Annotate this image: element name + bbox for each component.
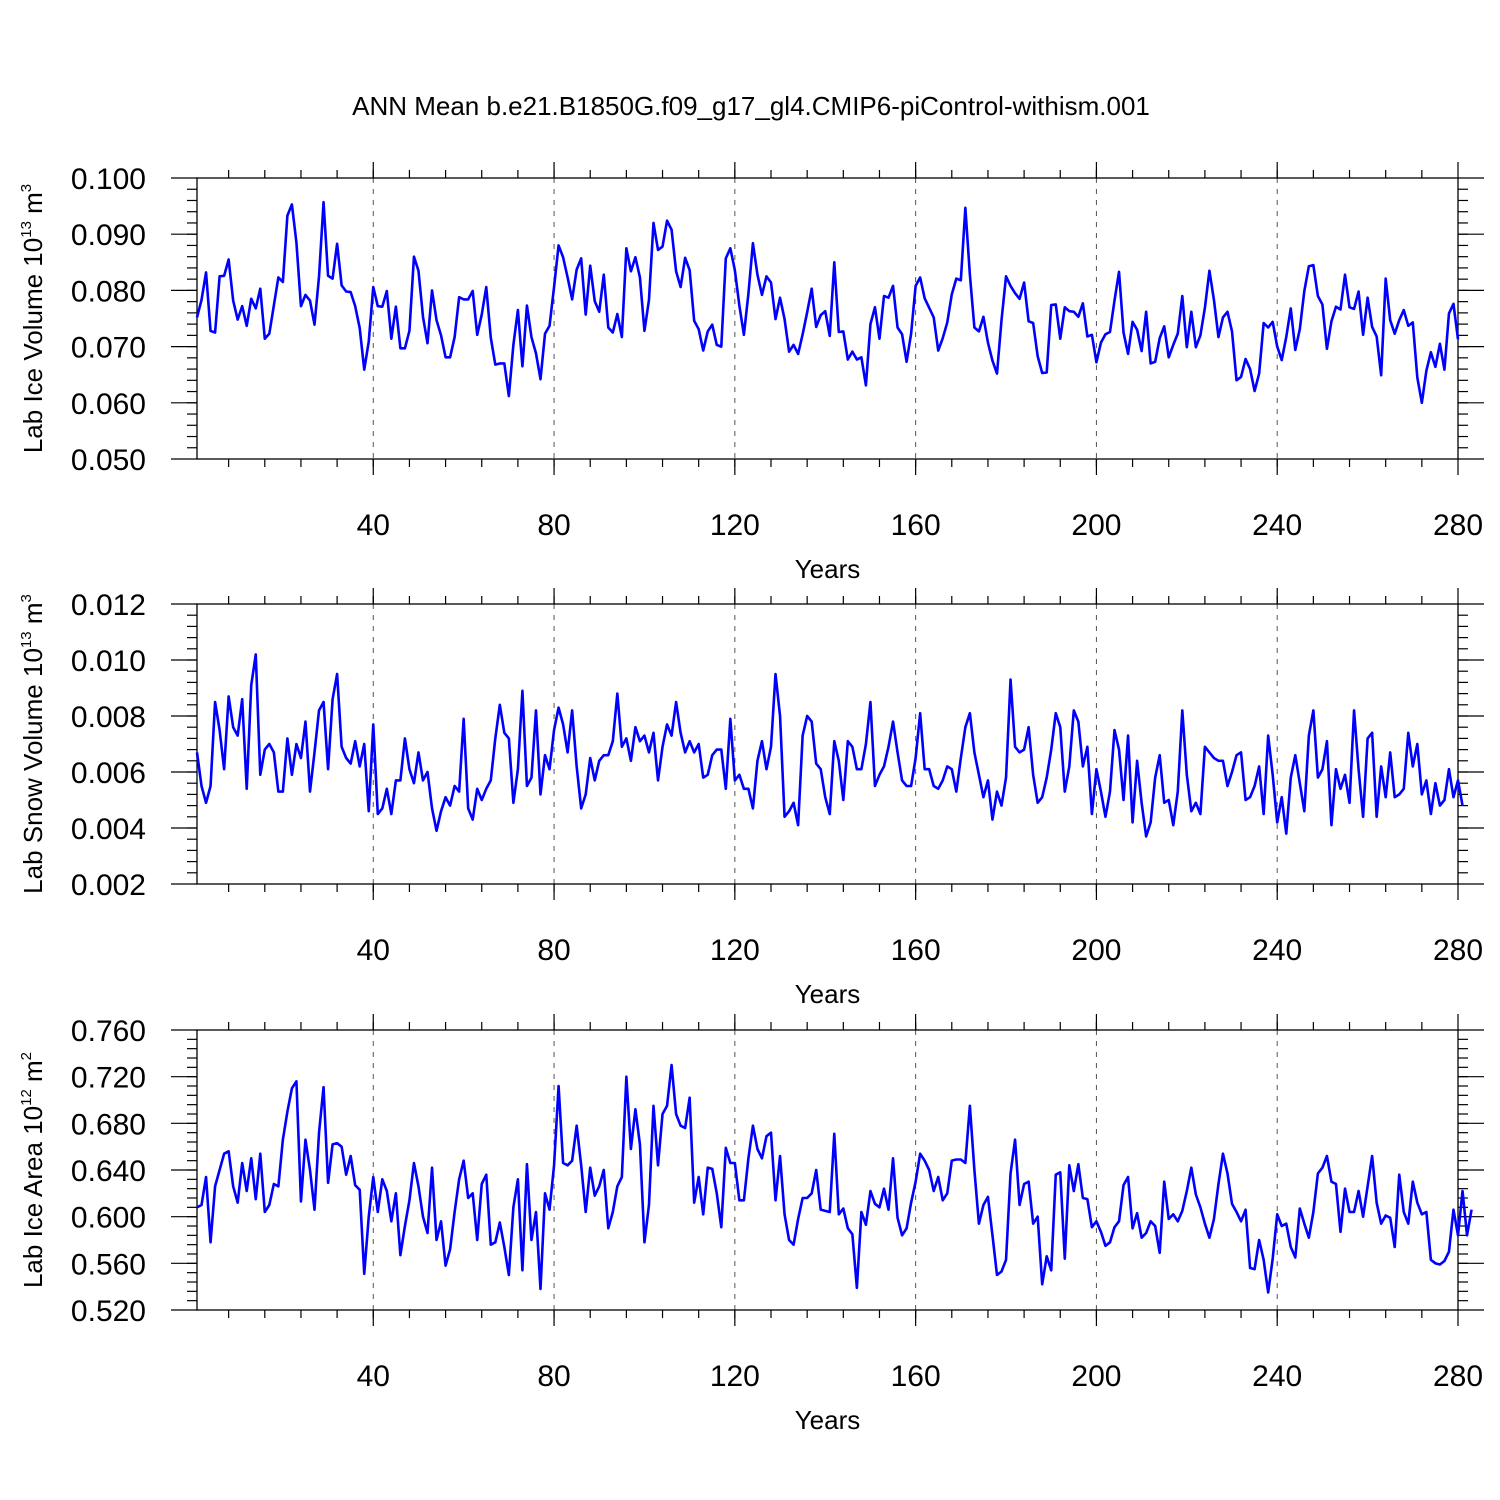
panel-ice-volume: 40 80 120 160 200 240 280 Years 0.050 0.060 0.070 0…	[18, 162, 1484, 584]
x-tick-label: 80	[537, 509, 570, 542]
x-tick-label: 160	[891, 1360, 941, 1393]
y-axis-title: Lab Ice Volume 1013 m3	[18, 184, 48, 453]
x-axis-title: Years	[795, 1405, 861, 1435]
plot-frame	[196, 1029, 1459, 1311]
x-tick-label: 160	[891, 509, 941, 542]
y-tick-label: 0.002	[71, 869, 146, 902]
x-tick-label: 40	[357, 1360, 390, 1393]
x-tick-label: 200	[1071, 934, 1121, 967]
panel-ice-area: 40 80 120 160 200 240 280 Years 0.520 0.560 0.600 0…	[18, 1014, 1484, 1435]
y-tick-label: 0.060	[71, 388, 146, 421]
x-tick-label: 40	[357, 509, 390, 542]
x-tick-label: 280	[1433, 1360, 1483, 1393]
y-tick-label: 0.050	[71, 444, 146, 477]
x-tick-label: 240	[1252, 1360, 1302, 1393]
x-tick-label: 80	[537, 934, 570, 967]
series-line-snow-volume	[195, 653, 1464, 838]
x-tick-label: 240	[1252, 934, 1302, 967]
x-tick-label: 200	[1071, 1360, 1121, 1393]
x-tick-label: 120	[710, 1360, 760, 1393]
y-tick-label: 0.560	[71, 1248, 146, 1281]
x-tick-label: 200	[1071, 509, 1121, 542]
x-tick-label: 40	[357, 934, 390, 967]
y-axis-title: Lab Snow Volume 1013 m3	[18, 594, 48, 894]
x-tick-label: 120	[710, 934, 760, 967]
y-tick-label: 0.640	[71, 1155, 146, 1188]
y-tick-label: 0.090	[71, 219, 146, 252]
series-line-ice-volume	[195, 200, 1460, 405]
series-line-ice-area	[196, 1063, 1473, 1294]
y-tick-label: 0.010	[71, 645, 146, 678]
x-tick-label: 160	[891, 934, 941, 967]
y-tick-label: 0.760	[71, 1015, 146, 1048]
plot-frame	[196, 603, 1459, 885]
y-tick-label: 0.012	[71, 589, 146, 622]
x-tick-label: 280	[1433, 509, 1483, 542]
y-tick-label: 0.004	[71, 813, 146, 846]
figure-title: ANN Mean b.e21.B1850G.f09_g17_gl4.CMIP6-…	[352, 91, 1150, 121]
x-tick-label: 280	[1433, 934, 1483, 967]
x-tick-label: 80	[537, 1360, 570, 1393]
x-tick-label: 240	[1252, 509, 1302, 542]
y-tick-label: 0.008	[71, 701, 146, 734]
y-tick-label: 0.080	[71, 275, 146, 308]
x-axis-title: Years	[795, 554, 861, 584]
y-axis-title: Lab Ice Area 1012 m2	[18, 1052, 48, 1288]
y-tick-label: 0.720	[71, 1062, 146, 1095]
y-tick-label: 0.006	[71, 757, 146, 790]
panel-snow-volume: 40 80 120 160 200 240 280 Years 0.002 0.004 0.006 0…	[18, 588, 1484, 1009]
y-tick-label: 0.070	[71, 332, 146, 365]
y-tick-label: 0.600	[71, 1202, 146, 1235]
y-tick-label: 0.680	[71, 1108, 146, 1141]
plot-frame	[196, 177, 1459, 460]
x-axis-title: Years	[795, 979, 861, 1009]
x-tick-label: 120	[710, 509, 760, 542]
y-tick-label: 0.100	[71, 163, 146, 196]
y-tick-label: 0.520	[71, 1295, 146, 1328]
